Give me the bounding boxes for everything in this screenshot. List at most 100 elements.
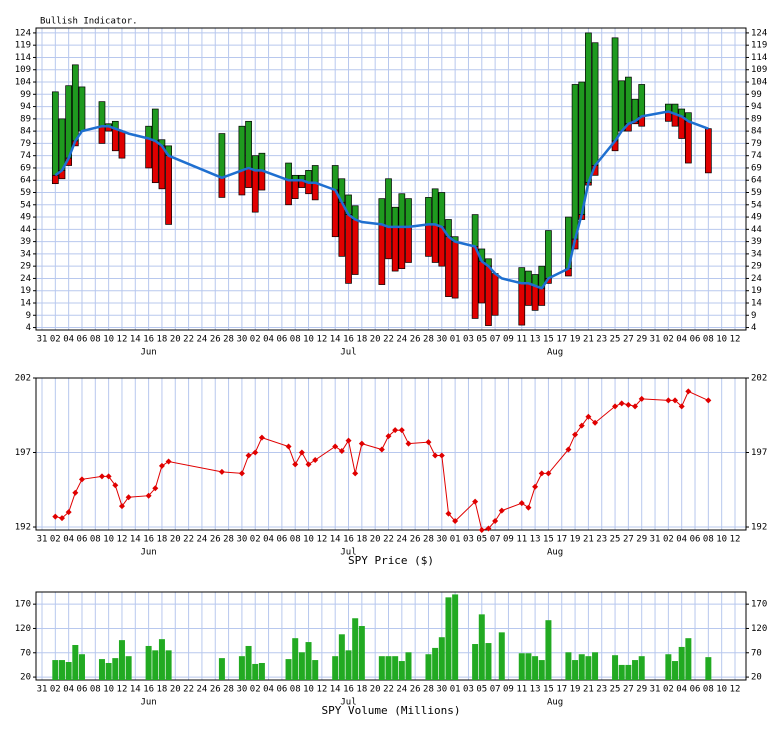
indicator-bar — [338, 201, 346, 257]
y-tick-label: 39 — [20, 237, 31, 247]
y-tick-label: 89 — [751, 114, 762, 124]
indicator-bar — [111, 128, 119, 152]
volume-bar — [292, 638, 299, 680]
x-tick-label: 09 — [503, 535, 514, 545]
price-marker — [672, 397, 679, 404]
y-tick-label: 19 — [751, 286, 762, 296]
x-tick-label: 16 — [143, 535, 154, 545]
x-tick-label: 28 — [223, 685, 234, 695]
indicator-bar — [245, 167, 252, 188]
volume-bar — [78, 654, 85, 680]
x-tick-label: 27 — [623, 335, 634, 345]
y-tick-label: 109 — [15, 65, 31, 75]
price-marker — [525, 504, 532, 511]
x-tick-label: 31 — [37, 335, 48, 345]
volume-bar — [65, 662, 72, 680]
price-marker — [52, 513, 59, 520]
x-tick-label: 20 — [370, 685, 381, 695]
indicator-bar — [145, 125, 152, 139]
volume-bar — [245, 645, 252, 680]
y-tick-label: 197 — [751, 448, 767, 458]
indicator-bar — [311, 182, 319, 201]
x-tick-label: 06 — [276, 335, 287, 345]
y-tick-label: 74 — [751, 151, 762, 161]
volume-bar — [638, 656, 645, 680]
indicator-bar — [218, 133, 226, 179]
indicator-bar — [491, 273, 499, 316]
x-tick-label: 19 — [570, 685, 581, 695]
volume-bar — [525, 653, 532, 680]
price-marker — [65, 509, 72, 516]
y-tick-label: 119 — [15, 41, 31, 51]
indicator-bar — [431, 188, 439, 225]
y-tick-label: 94 — [751, 102, 762, 112]
y-tick-label: 59 — [20, 188, 31, 198]
x-tick-label: 08 — [90, 685, 101, 695]
indicator-bar — [258, 152, 266, 171]
x-tick-label: 29 — [636, 685, 647, 695]
y-tick-label: 19 — [20, 286, 31, 296]
price-marker — [532, 483, 539, 490]
x-tick-label: 12 — [730, 535, 741, 545]
volume-bar — [238, 656, 245, 680]
indicator-bar — [631, 98, 639, 122]
indicator-bar — [431, 224, 439, 263]
x-tick-label: 28 — [223, 535, 234, 545]
x-tick-label: 10 — [303, 335, 314, 345]
x-tick-label: 16 — [343, 335, 354, 345]
month-label: Jul — [340, 698, 356, 708]
price-marker — [98, 473, 105, 480]
x-tick-label: 19 — [570, 535, 581, 545]
x-tick-label: 22 — [183, 685, 194, 695]
x-tick-label: 29 — [636, 535, 647, 545]
price-marker — [285, 443, 292, 450]
price-marker — [292, 461, 299, 468]
x-tick-label: 18 — [356, 685, 367, 695]
volume-bar — [52, 660, 59, 680]
price-marker — [398, 427, 405, 434]
month-label: Jun — [140, 548, 156, 558]
x-tick-label: 10 — [716, 685, 727, 695]
x-tick-label: 13 — [530, 335, 541, 345]
x-tick-label: 17 — [556, 685, 567, 695]
x-tick-label: 18 — [157, 535, 168, 545]
indicator-bar — [71, 64, 79, 142]
indicator-bar — [545, 230, 552, 279]
x-tick-label: 04 — [63, 335, 74, 345]
x-tick-label: 21 — [583, 535, 594, 545]
price-marker — [72, 489, 79, 496]
x-tick-label: 25 — [610, 335, 621, 345]
price-marker — [565, 446, 572, 453]
y-tick-label: 20 — [20, 673, 31, 683]
price-marker — [118, 503, 125, 510]
x-tick-label: 12 — [117, 335, 128, 345]
average-line — [54, 110, 709, 290]
y-tick-label: 14 — [20, 298, 31, 308]
x-tick-label: 06 — [77, 335, 88, 345]
price-marker — [452, 518, 459, 525]
y-tick-label: 170 — [15, 600, 31, 610]
y-tick-label: 79 — [751, 139, 762, 149]
price-marker — [545, 470, 552, 477]
indicator-bar — [471, 246, 479, 319]
month-label: Jun — [140, 698, 156, 708]
x-tick-label: 24 — [197, 685, 208, 695]
price-marker — [625, 401, 632, 408]
y-tick-label: 29 — [751, 262, 762, 272]
x-tick-label: 18 — [157, 685, 168, 695]
indicator-bar — [571, 84, 579, 240]
indicator-bar — [398, 193, 406, 228]
indicator-bar — [471, 214, 479, 247]
x-tick-label: 21 — [583, 685, 594, 695]
price-marker — [145, 492, 152, 499]
x-tick-label: 18 — [157, 335, 168, 345]
month-label: Aug — [547, 698, 563, 708]
x-tick-label: 21 — [583, 335, 594, 345]
volume-bar — [398, 661, 405, 680]
price-marker — [578, 422, 585, 429]
x-tick-label: 20 — [170, 335, 181, 345]
volume-bar — [258, 662, 265, 680]
y-tick-label: 119 — [751, 41, 767, 51]
x-tick-label: 02 — [250, 335, 261, 345]
x-tick-label: 09 — [503, 335, 514, 345]
